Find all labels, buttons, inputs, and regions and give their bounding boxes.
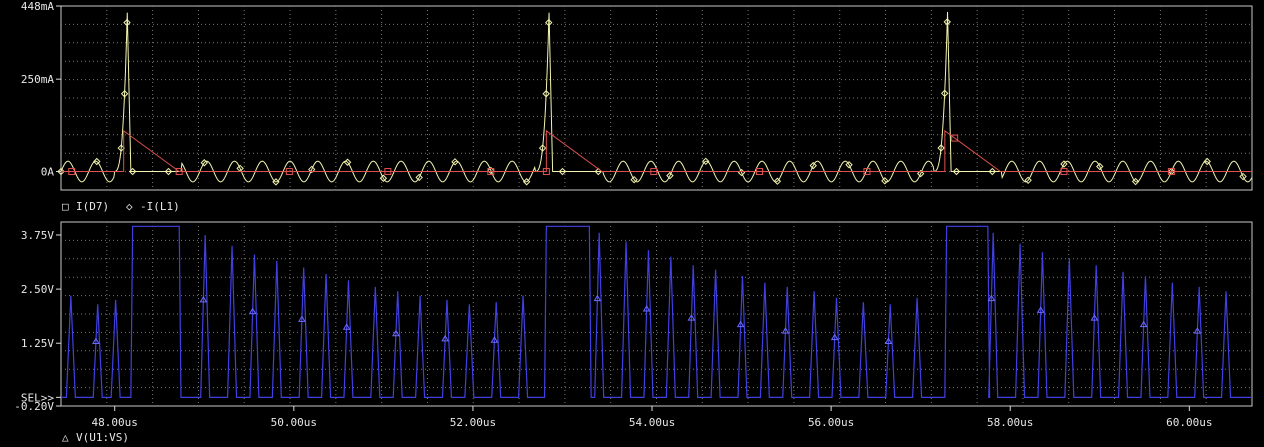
y-tick-label: SEL>> [21,391,54,404]
series-marker-v-u1-vs [736,320,745,328]
series-marker-neg-i-l1 [538,144,547,152]
legend-marker: ◇ [126,200,133,213]
series-marker-neg-i-l1 [272,178,280,186]
y-tick-label: 448mA [21,0,54,13]
series-marker-neg-i-l1 [1096,162,1104,171]
series-marker-i-d7 [1060,168,1068,176]
x-tick-label: 58.00us [987,416,1033,429]
series-marker-neg-i-l1 [881,177,889,185]
series-marker-v-u1-vs [830,333,839,341]
series-marker-neg-i-l1 [558,167,567,176]
series-line-v-u1-vs [61,225,1252,398]
series-marker-i-d7 [68,168,76,176]
series-marker-i-d7 [951,134,959,142]
x-tick-label: 60.00us [1166,416,1212,429]
y-tick-label: -0.20V [14,400,54,413]
series-marker-v-u1-vs [490,336,499,343]
series-marker-v-u1-vs [1090,314,1099,321]
series-marker-v-u1-vs [248,307,257,315]
series-marker-neg-i-l1 [200,159,208,167]
series-marker-v-u1-vs [687,314,696,321]
y-tick-label: 1.25V [21,337,54,350]
series-marker-neg-i-l1 [164,167,173,176]
series-marker-neg-i-l1 [487,166,495,175]
x-tick-label: 50.00us [271,416,317,429]
series-marker-neg-i-l1 [545,18,553,27]
series-marker-v-u1-vs [199,295,208,303]
legend-label: V(U1:VS) [76,431,129,444]
series-marker-neg-i-l1 [943,18,951,26]
series-marker-neg-i-l1 [1131,177,1140,186]
series-marker-neg-i-l1 [1060,160,1068,168]
series-marker-i-d7 [175,168,183,176]
series-marker-i-d7 [863,168,871,176]
series-marker-neg-i-l1 [1203,157,1211,166]
series-marker-v-u1-vs [392,329,400,337]
series-marker-i-d7 [1167,168,1175,176]
series-marker-i-d7 [755,168,763,176]
series-marker-neg-i-l1 [809,161,817,170]
series-line-i-d7 [61,129,1252,173]
series-marker-neg-i-l1 [940,89,949,98]
x-tick-label: 52.00us [450,416,496,429]
series-marker-neg-i-l1 [379,174,388,182]
series-marker-v-u1-vs [781,327,790,334]
series-marker-v-u1-vs [1036,306,1045,313]
series-marker-i-d7 [384,168,392,176]
series-marker-v-u1-vs [441,334,450,342]
series-marker-neg-i-l1 [451,158,459,166]
series-marker-i-d7 [542,168,550,176]
series-marker-neg-i-l1 [666,171,674,180]
y-tick-label: 0A [41,166,55,179]
series-marker-neg-i-l1 [1024,176,1032,185]
series-marker-v-u1-vs [1193,327,1202,334]
series-marker-v-u1-vs [987,294,996,302]
x-tick-label: 54.00us [629,416,675,429]
series-marker-v-u1-vs [342,323,351,330]
legend-label: I(D7) [76,200,109,213]
series-marker-v-u1-vs [92,337,100,344]
series-marker-v-u1-vs [642,305,651,312]
series-marker-neg-i-l1 [522,178,531,186]
y-tick-label: 3.75V [21,229,54,242]
series-marker-neg-i-l1 [93,157,101,166]
series-marker-neg-i-l1 [702,157,710,166]
legend-label: -I(L1) [140,200,180,213]
series-marker-neg-i-l1 [845,161,853,169]
current-plot-panel: 448mA 250mA 0A [21,0,1253,191]
series-marker-neg-i-l1 [343,158,352,166]
series-marker-neg-i-l1 [1239,172,1247,181]
x-tick-label: 56.00us [808,416,854,429]
series-marker-neg-i-l1 [415,173,423,182]
series-marker-neg-i-l1 [988,167,997,176]
series-marker-neg-i-l1 [937,144,945,152]
series-marker-neg-i-l1 [120,90,129,98]
series-marker-i-d7 [650,168,658,176]
y-tick-label: 2.50V [21,283,54,296]
series-marker-neg-i-l1 [57,167,65,176]
series-marker-neg-i-l1 [773,177,782,185]
series-marker-v-u1-vs [1139,320,1148,328]
x-tick-label: 48.00us [92,416,138,429]
x-axis: 48.00us 50.00us 52.00us 54.00us 56.00us 58.00… [92,406,1212,429]
series-marker-v-u1-vs [593,294,602,302]
series-marker-neg-i-l1 [542,90,550,98]
legend-marker: □ [62,200,69,213]
voltage-plot-panel: 3.75V 2.50V 1.25V SEL>>-0.20V [14,221,1253,413]
series-marker-neg-i-l1 [916,169,925,178]
series-marker-i-d7 [285,168,293,176]
series-marker-v-u1-vs [298,315,306,322]
legend-marker: △ [62,431,69,444]
legend-area: □ I(D7) ◇ -I(L1) △ V(U1:VS) [62,200,180,444]
series-marker-neg-i-l1 [123,18,131,27]
series-marker-neg-i-l1 [952,167,961,176]
series-marker-i-d7 [487,168,495,176]
series-marker-v-u1-vs [884,337,893,344]
series-marker-neg-i-l1 [128,167,137,176]
y-tick-label: 250mA [21,73,54,86]
series-marker-neg-i-l1 [630,175,638,184]
series-marker-neg-i-l1 [308,165,316,174]
